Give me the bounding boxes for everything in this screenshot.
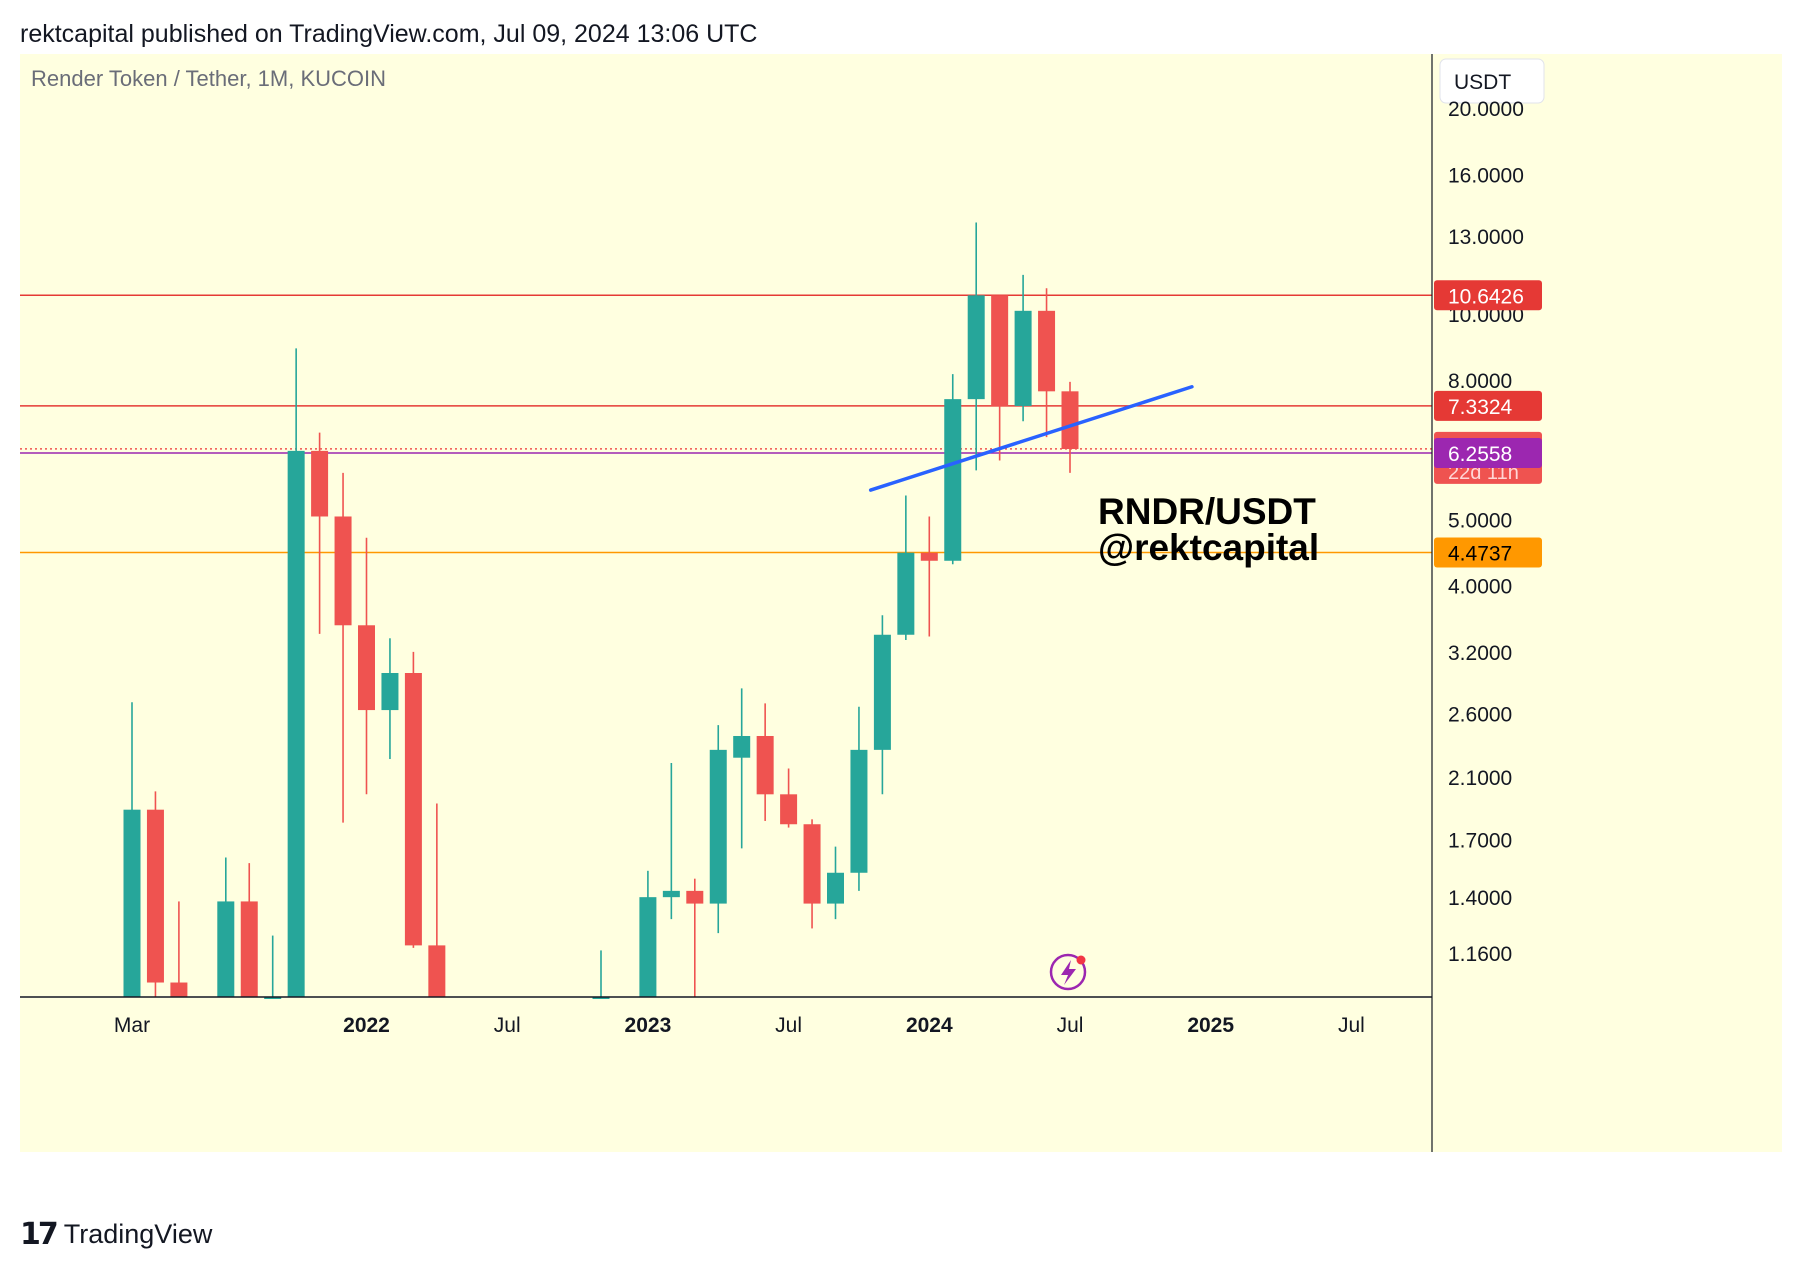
y-tick-label: 2.6000 [1448, 703, 1512, 726]
y-tick-label: 5.0000 [1448, 509, 1512, 532]
price-tag-10-bg [1434, 280, 1542, 311]
y-tick-label: 2.1000 [1448, 767, 1512, 790]
y-tick-label: 1.7000 [1448, 830, 1512, 853]
candle-body [311, 450, 329, 517]
currency-selector [1439, 58, 1545, 104]
footer-brand: TradingView [63, 1218, 213, 1249]
candle-body [827, 872, 844, 904]
y-tick-label: 16.0000 [1448, 164, 1524, 187]
annotation-line2: @rektcapital [1098, 527, 1319, 568]
time-axis-area [20, 997, 1782, 1152]
candle-body [991, 295, 1009, 406]
x-tick-label: Jul [1338, 1014, 1365, 1037]
x-tick-label: Jul [1057, 1014, 1084, 1037]
candle-body [334, 516, 352, 626]
candle-body [850, 749, 868, 873]
candle-body [592, 997, 610, 999]
publish-header: rektcapital published on TradingView.com… [20, 20, 758, 48]
candle-body [170, 982, 188, 997]
candle-body [240, 901, 258, 997]
price-tag-7-bg [1434, 390, 1542, 421]
candle-body [287, 450, 305, 997]
lightning-bolt-icon [1049, 953, 1087, 991]
candle-body [146, 809, 164, 983]
candle-body [873, 634, 891, 750]
candlestick-chart[interactable]: Render Token / Tether, 1M, KUCOIN RNDR/US… [20, 54, 1782, 1198]
price-tag-4: 4.4737 [1448, 542, 1512, 565]
y-tick-label: 3.2000 [1448, 642, 1512, 665]
x-tick-label: 2024 [906, 1014, 953, 1037]
candle-body [123, 809, 141, 997]
candle-body [967, 295, 985, 400]
candle-body [756, 735, 774, 795]
currency-label: USDT [1454, 71, 1511, 94]
candle-body [686, 890, 704, 904]
trendline [868, 384, 1194, 492]
tradingview-logo-icon: 17 [20, 1216, 59, 1252]
y-tick-label: 4.0000 [1448, 576, 1512, 599]
x-tick-label: 2023 [625, 1014, 672, 1037]
chart-container[interactable]: Render Token / Tether, 1M, KUCOIN RNDR/US… [20, 54, 1782, 1198]
y-tick-label: 13.0000 [1448, 226, 1524, 249]
x-tick-label: 2022 [343, 1014, 390, 1037]
x-tick-label: Jul [494, 1014, 521, 1037]
candle-body [381, 673, 399, 711]
candle-body [733, 735, 751, 758]
price-tag-7: 7.3324 [1448, 396, 1513, 419]
x-tick-label: 2025 [1187, 1014, 1234, 1037]
notification-dot [1076, 955, 1086, 965]
candle-body [944, 399, 962, 561]
candle-body [662, 890, 680, 898]
candle-body [639, 897, 657, 997]
y-tick-label: 20.0000 [1448, 98, 1524, 121]
candle-body [1038, 310, 1056, 392]
y-tick-label: 1.1600 [1448, 943, 1512, 966]
purple-price-tag-bg [1434, 437, 1542, 468]
candle-body [1014, 310, 1032, 406]
candle-body [428, 945, 446, 997]
annotation-line1: RNDR/USDT [1098, 491, 1316, 532]
candle-body [1061, 391, 1079, 449]
y-tick-label: 1.4000 [1448, 887, 1512, 910]
y-tick-label: 8.0000 [1448, 370, 1512, 393]
x-tick-label: Mar [114, 1014, 150, 1037]
x-tick-label: Jul [775, 1014, 802, 1037]
candle-body [920, 552, 938, 561]
price-axis-area [1432, 54, 1782, 997]
candle-body [217, 901, 235, 997]
chart-title: Render Token / Tether, 1M, KUCOIN [31, 66, 386, 91]
candle-body [709, 749, 727, 904]
candle-body [897, 552, 915, 635]
price-tag-10: 10.6426 [1448, 285, 1524, 308]
candle-body [780, 794, 798, 825]
purple-price-tag: 6.2558 [1448, 443, 1512, 466]
footer: 17 TradingView [20, 1216, 213, 1252]
lightning-bolt-glyph [1061, 960, 1076, 985]
candle-body [404, 673, 422, 946]
candle-body [803, 824, 821, 904]
price-tag-4-bg [1434, 537, 1542, 568]
candle-body [358, 625, 375, 711]
candle-body [264, 997, 282, 999]
